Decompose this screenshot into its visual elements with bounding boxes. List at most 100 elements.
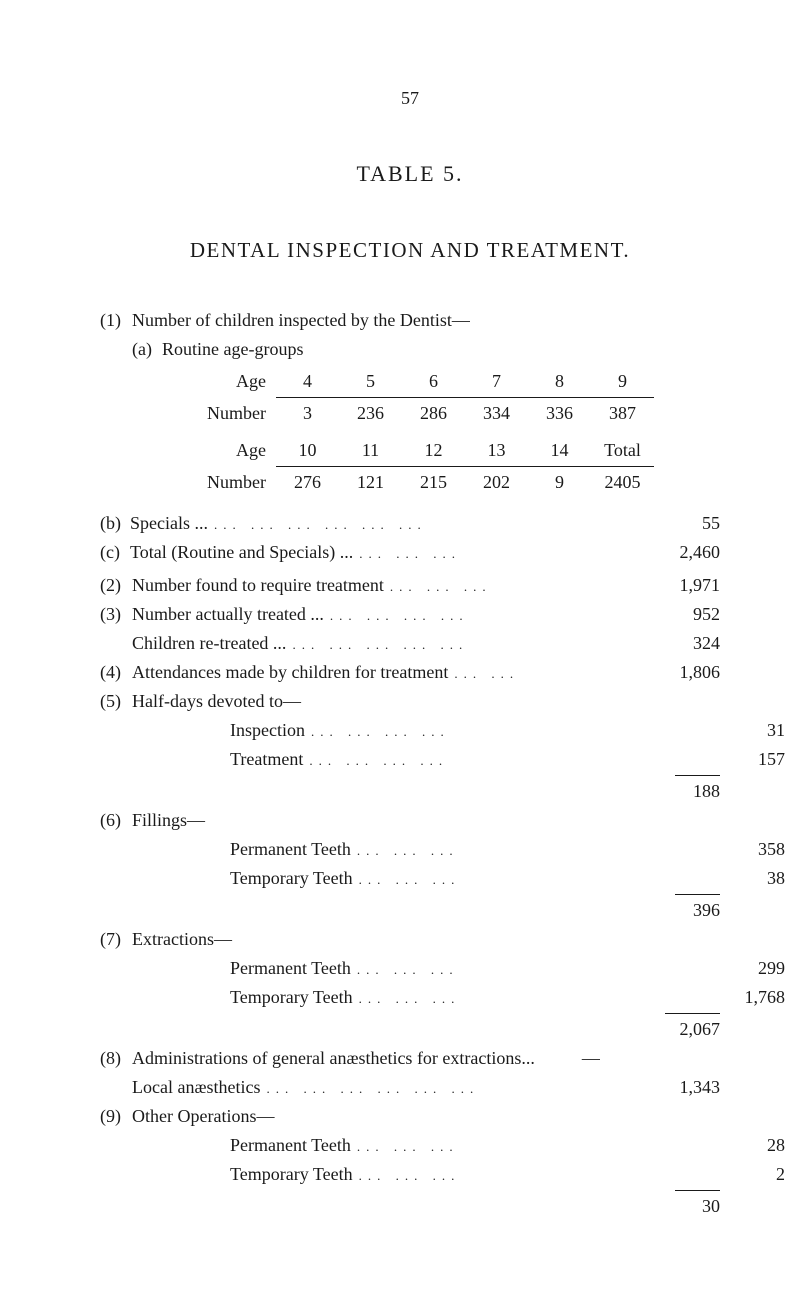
entry-value: 358 [720,836,785,863]
number-label: Number [156,400,276,427]
cell: 121 [339,466,402,498]
cell: 9 [591,366,654,397]
section-number: (7) [100,926,132,953]
cell: 10 [276,435,339,466]
leader-dots: ... ... [448,664,655,684]
leader-dots: ... ... ... [351,960,720,980]
document-page: 57 TABLE 5. DENTAL INSPECTION AND TREATM… [0,0,800,1280]
entry-label: Children re-treated ... [132,630,286,657]
entry-label: Permanent Teeth [230,955,351,982]
entry-label: Attendances made by children for treatme… [132,659,448,686]
entry-label: Inspection [230,717,305,744]
rule [675,775,720,776]
cell: 9 [528,466,591,498]
entry-value: 2,460 [655,539,720,566]
leader-dots: ... ... ... [384,577,655,597]
age-label: Age [156,437,276,464]
entry-value: 1,806 [655,659,720,686]
entry-label: Number actually treated ... [132,601,324,628]
entry-value: 1,971 [655,572,720,599]
age-table: Age 4 5 6 7 8 9 Number 3 236 286 334 336… [156,366,720,498]
section-4: (4) Attendances made by children for tre… [100,659,720,686]
table-heading: TABLE 5. [100,157,720,190]
cell: 5 [339,366,402,397]
section-number: (3) [100,601,132,628]
sub-letter: (a) [132,336,162,363]
entry-label: Permanent Teeth [230,1132,351,1159]
entry-value: 952 [655,601,720,628]
entry-label: Local anæsthetics [132,1074,260,1101]
entry-label: Specials ... [130,510,208,537]
section-number: (9) [100,1103,132,1130]
section-number: (1) [100,307,132,334]
leader-dots: ... ... ... [353,1166,720,1186]
leader-dots: ... ... ... ... ... ... [208,515,655,535]
leader-dots: ... ... ... [351,841,720,861]
section-2: (2) Number found to require treatment ..… [100,572,720,599]
section-9: (9) Other Operations— [100,1103,720,1130]
section-number: (8) [100,1045,132,1072]
rule [665,1013,720,1014]
entry-value: 55 [655,510,720,537]
section-heading: Half-days devoted to— [132,688,301,715]
leader-dots: ... ... ... ... [324,606,655,626]
section-heading: Number of children inspected by the Dent… [132,307,470,334]
entry-value: 1,343 [655,1074,720,1101]
section-6: (6) Fillings— [100,807,720,834]
leader-dots: ... ... ... [353,989,720,1009]
leader-dots: ... ... ... [351,1137,720,1157]
leader-dots: ... ... ... [353,544,655,564]
section-8: (8) Administrations of general anæstheti… [100,1045,720,1072]
document-title: DENTAL INSPECTION AND TREATMENT. [100,235,720,267]
entry-label: Permanent Teeth [230,836,351,863]
cell: 7 [465,366,528,397]
rule [675,1190,720,1191]
entry-value: 2 [720,1161,785,1188]
entry-label: Treatment [230,746,303,773]
entry-label: Temporary Teeth [230,865,353,892]
entry-label: Temporary Teeth [230,984,353,1011]
cell: 286 [402,397,465,429]
cell: 276 [276,466,339,498]
cell: 236 [339,397,402,429]
total-label: Total [591,437,654,464]
section-number: (4) [100,659,132,686]
cell: 336 [528,397,591,429]
entry-value: 157 [720,746,785,773]
cell: 334 [465,397,528,429]
section-number: (5) [100,688,132,715]
cell: 4 [276,366,339,397]
entry-label: Temporary Teeth [230,1161,353,1188]
section-heading: Other Operations— [132,1103,274,1130]
cell: 11 [339,435,402,466]
entry-value: 299 [720,955,785,982]
cell: 215 [402,466,465,498]
cell: 14 [528,435,591,466]
entry-label: Total (Routine and Specials) ... [130,539,353,566]
section-7: (7) Extractions— [100,926,720,953]
sub-text: Routine age-groups [162,336,303,363]
section-number: (6) [100,807,132,834]
subtotal-value: 396 [693,897,720,924]
age-label: Age [156,368,276,395]
entry-value: — [535,1045,600,1072]
entry-value: 38 [720,865,785,892]
cell: 202 [465,466,528,498]
leader-dots: ... ... ... ... ... ... [260,1079,655,1099]
section-heading: Extractions— [132,926,232,953]
page-number: 57 [100,85,720,112]
cell: 6 [402,366,465,397]
rule [675,894,720,895]
cell: 8 [528,366,591,397]
leader-dots: ... ... ... ... ... [286,635,655,655]
cell: 2405 [591,466,654,498]
leader-dots: ... ... ... [353,870,720,890]
cell: 3 [276,397,339,429]
entry-label: Number found to require treatment [132,572,384,599]
sub-letter: (c) [100,539,130,566]
subtotal-value: 188 [693,778,720,805]
leader-dots: ... ... ... ... [303,751,720,771]
number-label: Number [156,469,276,496]
cell: 387 [591,397,654,429]
section-5: (5) Half-days devoted to— [100,688,720,715]
